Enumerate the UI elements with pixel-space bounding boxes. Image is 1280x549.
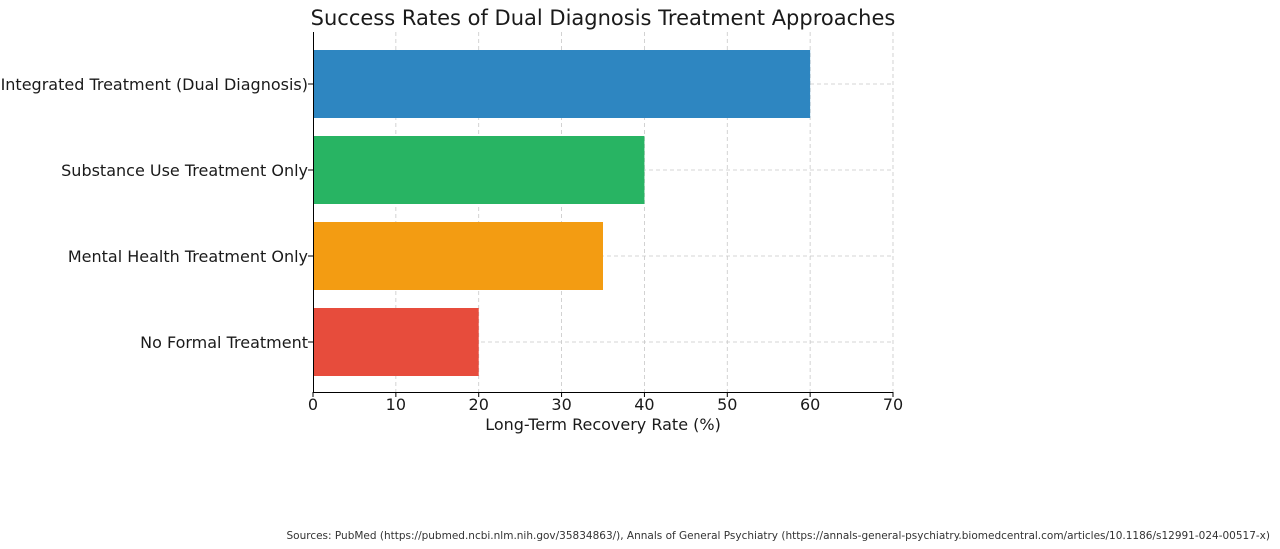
- x-tick-label: 20: [469, 395, 489, 414]
- bar: [313, 50, 811, 118]
- bars: [313, 50, 811, 376]
- bar: [313, 136, 645, 204]
- chart-title: Success Rates of Dual Diagnosis Treatmen…: [311, 6, 896, 30]
- category-labels: Integrated Treatment (Dual Diagnosis) Sub…: [1, 75, 313, 352]
- bar: [313, 222, 603, 290]
- category-label: Substance Use Treatment Only: [61, 161, 308, 180]
- x-tick-label: 30: [551, 395, 571, 414]
- x-tick-label: 10: [386, 395, 406, 414]
- x-tick-label: 60: [800, 395, 820, 414]
- category-label: Integrated Treatment (Dual Diagnosis): [1, 75, 308, 94]
- category-label: No Formal Treatment: [140, 333, 308, 352]
- x-axis-label: Long-Term Recovery Rate (%): [485, 415, 721, 434]
- x-tick-label: 40: [634, 395, 654, 414]
- x-ticks: 0 10 20 30 40 50 60 70: [308, 392, 903, 414]
- x-tick-label: 70: [883, 395, 903, 414]
- source-note: Sources: PubMed (https://pubmed.ncbi.nlm…: [286, 530, 1270, 542]
- bar: [313, 308, 479, 376]
- x-tick-label: 0: [308, 395, 318, 414]
- axes: [313, 32, 893, 393]
- x-tick-label: 50: [717, 395, 737, 414]
- category-label: Mental Health Treatment Only: [68, 247, 308, 266]
